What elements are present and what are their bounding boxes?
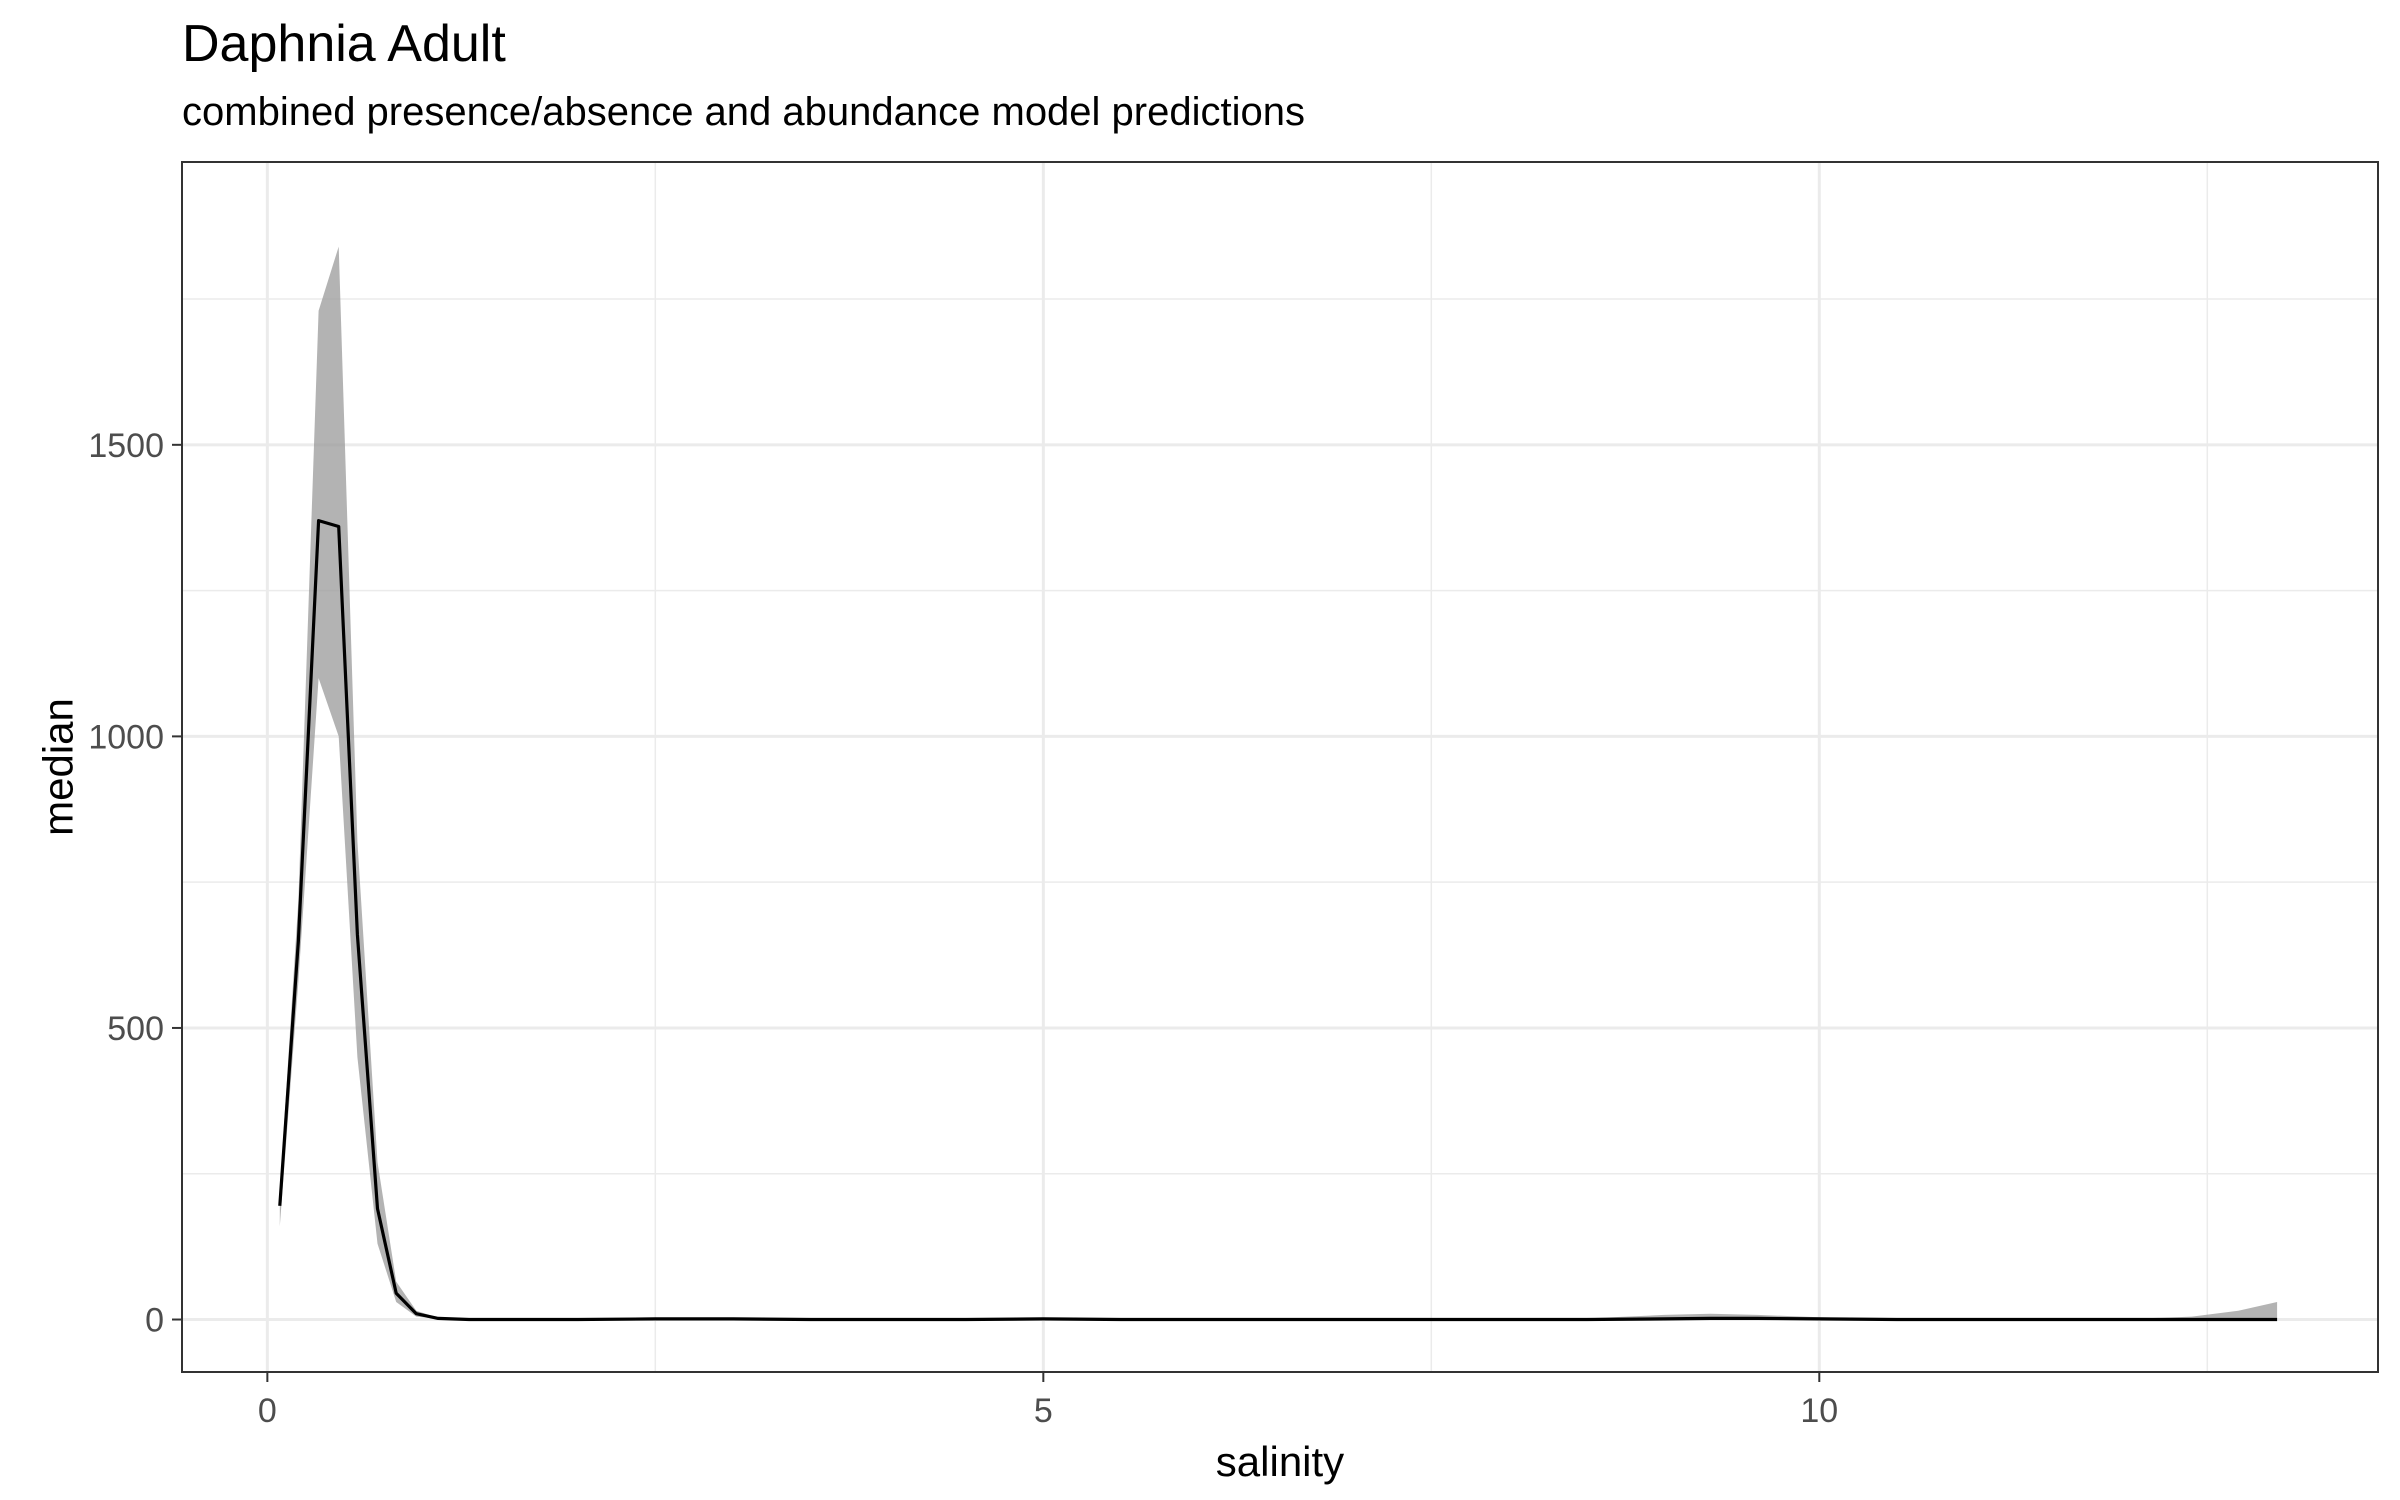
y-tick-label: 0: [145, 1302, 164, 1340]
x-tick-label: 10: [1800, 1392, 1838, 1430]
panel-border: [181, 161, 2379, 1373]
confidence-ribbon-layer: [279, 246, 2278, 1320]
x-tick-label: 5: [1034, 1392, 1053, 1430]
minor-gridlines: [182, 162, 2378, 1372]
y-axis-title: median: [35, 698, 82, 836]
chart-subtitle: combined presence/absence and abundance …: [182, 90, 1305, 134]
chart-title: Daphnia Adult: [182, 15, 506, 73]
major-gridlines: [182, 162, 2378, 1372]
y-tick-label: 500: [107, 1010, 164, 1048]
x-axis-title: salinity: [1216, 1438, 1344, 1485]
confidence-ribbon: [279, 246, 2278, 1320]
y-tick-label: 1000: [88, 718, 164, 756]
x-axis: 0 5 10: [258, 1372, 1838, 1430]
median-line-layer: [278, 518, 2278, 1322]
y-axis: 0 500 1000 1500: [88, 427, 182, 1340]
y-tick-label: 1500: [88, 427, 164, 465]
median-line: [278, 518, 2278, 1322]
x-tick-label: 0: [258, 1392, 277, 1430]
